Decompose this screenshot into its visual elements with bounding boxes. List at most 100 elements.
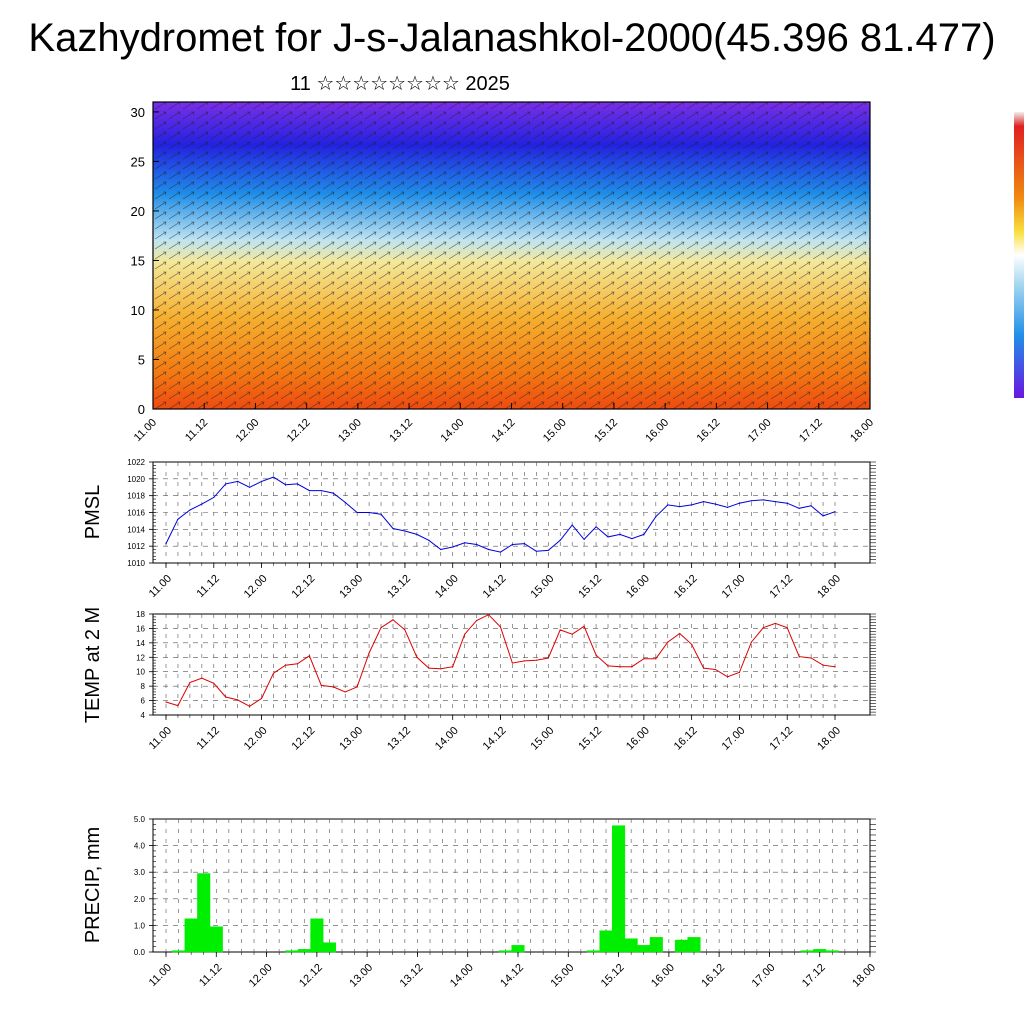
y-tick-label: 10	[136, 668, 145, 677]
profile-x-tick-label: 16.00	[643, 417, 671, 445]
data-point	[320, 684, 322, 687]
precip-bar	[209, 926, 223, 953]
precip-frame	[152, 818, 871, 953]
data-point	[189, 681, 191, 684]
data-point	[368, 511, 370, 514]
x-tick-label: 14.12	[481, 725, 509, 753]
data-point	[249, 705, 251, 707]
data-point	[404, 629, 406, 631]
chart-title: Kazhydromet for J-s-Jalanashkol-2000(45.…	[28, 16, 996, 60]
precip-panel: 0.0 1.0 2.0 3.0 4.0 5.0 11.00 11.12 12.00 12.12 13…	[82, 815, 878, 990]
data-point	[810, 505, 812, 507]
x-tick-label: 13.00	[347, 962, 375, 990]
data-point	[750, 641, 752, 643]
data-point	[667, 504, 669, 506]
profile-y-tick-label: 5	[138, 352, 145, 367]
data-point	[571, 633, 573, 635]
profile-x-tick-label: 12.12	[285, 417, 313, 445]
data-point	[392, 619, 394, 621]
data-point	[619, 666, 621, 668]
data-point	[452, 546, 454, 548]
data-point	[392, 527, 394, 530]
data-point	[356, 686, 358, 688]
data-point	[177, 518, 179, 520]
precip-bar	[612, 825, 626, 953]
pmsl-frame	[152, 461, 871, 564]
precip-bar	[687, 937, 701, 953]
x-tick-label: 11.12	[195, 573, 222, 600]
profile-y-tick-label: 20	[131, 204, 145, 219]
x-tick-label: 15.00	[528, 725, 556, 753]
profile-x-tick-label: 17.00	[746, 417, 774, 445]
data-point	[619, 533, 621, 535]
data-point	[631, 666, 633, 668]
data-point	[428, 667, 430, 669]
data-point	[523, 543, 525, 545]
data-point	[834, 511, 836, 513]
data-point	[332, 492, 334, 494]
precip-series	[172, 825, 839, 953]
data-point	[237, 480, 239, 482]
data-point	[452, 666, 454, 668]
precip-bar	[586, 950, 600, 953]
profile-x-tick-label: 14.00	[438, 417, 466, 445]
data-point	[308, 655, 310, 657]
x-tick-label: 11.12	[195, 725, 222, 752]
data-point	[201, 677, 203, 679]
profile-x-tick-label: 15.12	[592, 417, 620, 445]
data-point	[834, 666, 836, 668]
data-point	[774, 500, 776, 503]
data-point	[691, 643, 693, 645]
data-point	[535, 659, 537, 661]
data-point	[213, 496, 215, 498]
y-tick-label: 1018	[127, 492, 145, 501]
data-point	[822, 664, 824, 666]
data-point	[655, 658, 657, 660]
precip-grid	[153, 819, 870, 952]
x-tick-label: 18.00	[815, 573, 843, 601]
data-point	[249, 486, 251, 488]
data-point	[750, 500, 752, 502]
profile-x-tick-label: 14.12	[490, 417, 518, 445]
data-point	[798, 507, 800, 509]
precip-bar	[322, 942, 336, 953]
x-tick-label: 14.00	[448, 962, 476, 990]
y-tick-label: 0.0	[134, 948, 146, 957]
precip-bar	[649, 937, 663, 953]
data-point	[643, 658, 645, 660]
y-tick-label: 1.0	[134, 921, 146, 930]
x-tick-label: 17.12	[800, 962, 828, 990]
data-point	[583, 538, 585, 541]
y-tick-label: 2.0	[134, 895, 146, 904]
y-tick-label: 1022	[127, 458, 145, 467]
x-tick-label: 12.00	[242, 573, 270, 601]
temp-panel: 4 6 8 10 12 14 16 18 11.00 11.12 12.00 12.12 13.00 13…	[82, 607, 876, 753]
x-tick-label: 17.00	[720, 725, 748, 753]
data-point	[344, 501, 346, 503]
data-point	[547, 549, 549, 551]
precip-bar	[285, 950, 299, 953]
y-tick-label: 1014	[127, 525, 145, 534]
data-point	[595, 654, 597, 656]
precip-bar	[825, 950, 839, 953]
data-point	[487, 548, 490, 551]
x-tick-label: 11.00	[147, 725, 174, 752]
profile-x-tick-label: 13.00	[336, 417, 364, 445]
data-point	[260, 697, 263, 700]
data-point	[213, 682, 215, 684]
x-tick-label: 13.12	[385, 725, 413, 753]
data-point	[487, 614, 490, 616]
y-tick-label: 18	[136, 610, 145, 619]
pmsl-series	[165, 476, 836, 553]
y-tick-label: 12	[136, 653, 145, 662]
x-tick-label: 15.00	[528, 573, 556, 601]
temp-series	[165, 614, 836, 707]
data-point	[464, 542, 466, 544]
x-tick-label: 12.00	[242, 725, 270, 753]
data-point	[440, 668, 442, 670]
x-tick-label: 14.12	[481, 573, 509, 601]
data-point	[655, 516, 657, 518]
data-point	[404, 530, 406, 532]
precip-bar	[297, 949, 311, 953]
